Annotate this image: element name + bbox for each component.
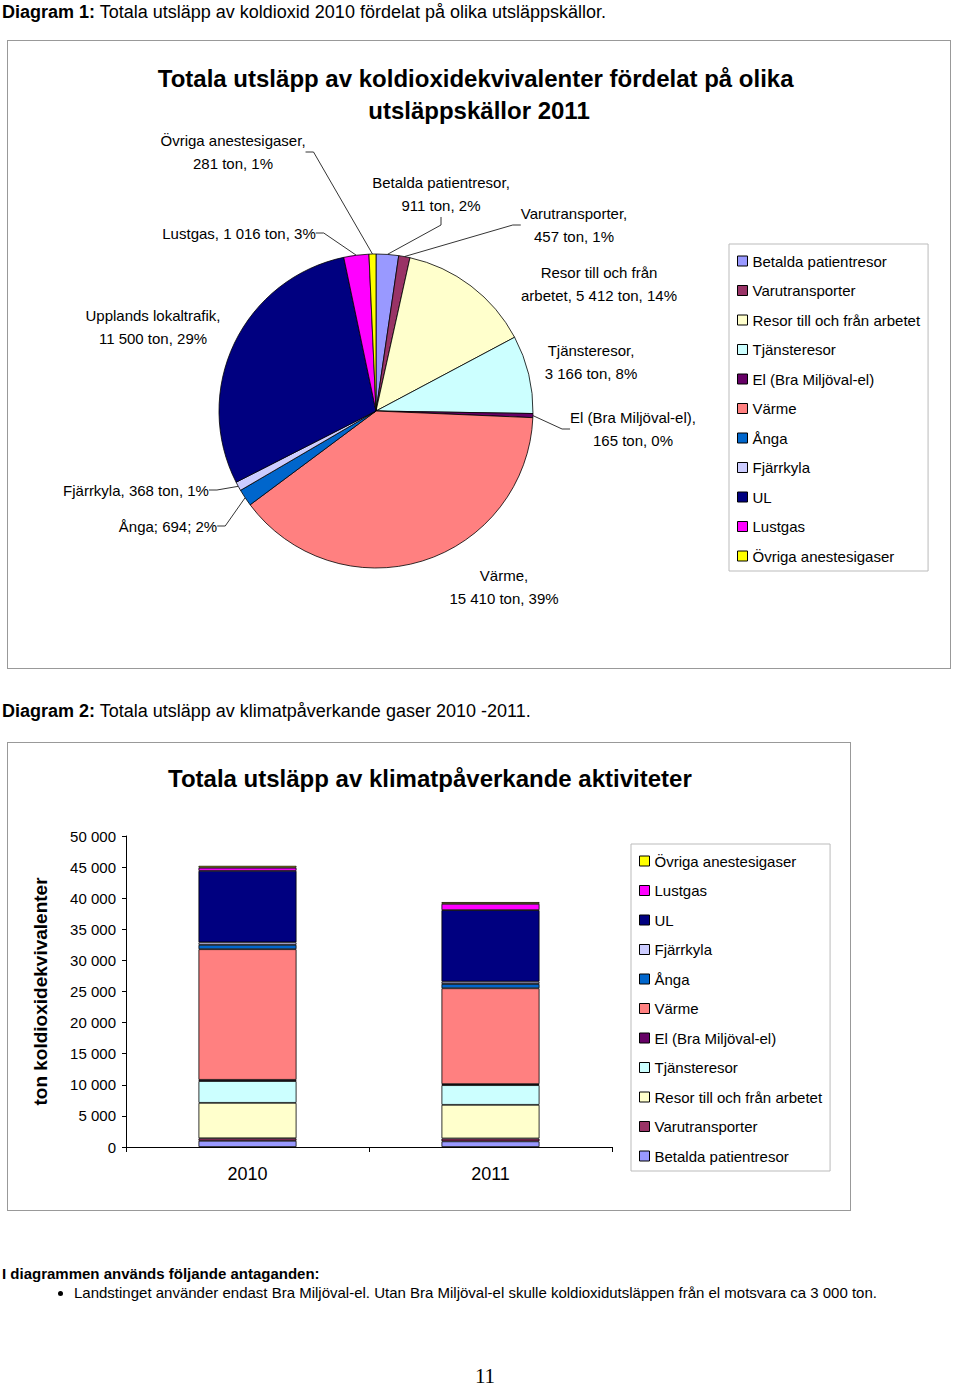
svg-text:911 ton, 2%: 911 ton, 2%	[402, 197, 481, 214]
svg-text:Resor till och från arbetet: Resor till och från arbetet	[753, 312, 921, 329]
svg-text:El (Bra Miljöval-el): El (Bra Miljöval-el)	[753, 371, 875, 388]
html-text:Diagram 2: Totala utsläpp av k: Diagram 2: Totala utsläpp av klimatpåver…	[2, 701, 531, 721]
svg-text:Varutransporter: Varutransporter	[753, 282, 856, 299]
svg-text:Resor till och från arbetet: Resor till och från arbetet	[655, 1089, 823, 1106]
svg-text:Tjänsteresor: Tjänsteresor	[655, 1059, 738, 1076]
svg-text:Tjänsteresor,: Tjänsteresor,	[548, 342, 635, 359]
svg-text:Värme: Värme	[753, 400, 797, 417]
svg-text:50 000: 50 000	[70, 828, 116, 845]
svg-text:Betalda patientresor: Betalda patientresor	[655, 1148, 789, 1165]
svg-text:25 000: 25 000	[70, 983, 116, 1000]
svg-text:Övriga anestesigaser: Övriga anestesigaser	[753, 548, 895, 565]
svg-text:Värme: Värme	[655, 1000, 699, 1017]
svg-text:Lustgas: Lustgas	[753, 518, 806, 535]
html-text:I diagrammen används följande: I diagrammen används följande antaganden…	[2, 1265, 320, 1282]
svg-text:Ånga: Ånga	[655, 971, 691, 988]
svg-text:Tjänsteresor: Tjänsteresor	[753, 341, 836, 358]
html-text:11: 11	[474, 1364, 496, 1388]
html-text:Landstinget använder endast Br: Landstinget använder endast Bra Miljöval…	[74, 1284, 877, 1301]
svg-text:Övriga anestesigaser: Övriga anestesigaser	[655, 853, 797, 870]
svg-text:Resor till och från: Resor till och från	[541, 264, 658, 281]
svg-text:Lustgas: Lustgas	[655, 882, 708, 899]
svg-text:3 166 ton, 8%: 3 166 ton, 8%	[545, 365, 638, 382]
svg-text:arbetet, 5 412 ton, 14%: arbetet, 5 412 ton, 14%	[521, 287, 677, 304]
svg-text:Totala utsläpp av klimatpåverk: Totala utsläpp av klimatpåverkande aktiv…	[168, 765, 692, 792]
svg-text:Ånga; 694; 2%: Ånga; 694; 2%	[119, 518, 217, 535]
svg-text:30 000: 30 000	[70, 952, 116, 969]
svg-text:20 000: 20 000	[70, 1014, 116, 1031]
svg-text:Övriga anestesigaser,: Övriga anestesigaser,	[160, 132, 305, 149]
svg-text:2011: 2011	[471, 1164, 510, 1184]
svg-text:UL: UL	[655, 912, 674, 929]
svg-text:35 000: 35 000	[70, 921, 116, 938]
svg-text:Värme,: Värme,	[480, 567, 528, 584]
svg-text:45 000: 45 000	[70, 859, 116, 876]
svg-text:Ånga: Ånga	[753, 430, 789, 447]
svg-text:Betalda patientresor: Betalda patientresor	[753, 253, 887, 270]
html-text:Diagram 1: Totala utsläpp av k: Diagram 1: Totala utsläpp av koldioxid 2…	[2, 2, 606, 22]
svg-text:Fjärrkyla, 368 ton, 1%: Fjärrkyla, 368 ton, 1%	[63, 482, 209, 499]
svg-text:El (Bra Miljöval-el): El (Bra Miljöval-el)	[655, 1030, 777, 1047]
svg-text:Betalda patientresor,: Betalda patientresor,	[372, 174, 510, 191]
svg-text:Upplands lokaltrafik,: Upplands lokaltrafik,	[85, 307, 220, 324]
svg-text:Varutransporter,: Varutransporter,	[521, 205, 627, 222]
svg-text:40 000: 40 000	[70, 890, 116, 907]
svg-text:Varutransporter: Varutransporter	[655, 1118, 758, 1135]
svg-text:15 000: 15 000	[70, 1045, 116, 1062]
svg-text:11 500 ton, 29%: 11 500 ton, 29%	[99, 330, 207, 347]
svg-text:ton koldioxidekvivalenter: ton koldioxidekvivalenter	[30, 877, 51, 1106]
svg-text:UL: UL	[753, 489, 772, 506]
svg-text:281 ton, 1%: 281 ton, 1%	[193, 155, 273, 172]
svg-text:Fjärrkyla: Fjärrkyla	[753, 459, 811, 476]
svg-text:Lustgas, 1 016 ton, 3%: Lustgas, 1 016 ton, 3%	[162, 225, 315, 242]
svg-text:El (Bra Miljöval-el),: El (Bra Miljöval-el),	[570, 409, 696, 426]
svg-text:Totala utsläpp av koldioxidekv: Totala utsläpp av koldioxidekvivalenter …	[158, 65, 800, 92]
svg-text:5 000: 5 000	[78, 1107, 116, 1124]
svg-text:utsläppskällor 2011: utsläppskällor 2011	[368, 97, 589, 124]
svg-text:165 ton, 0%: 165 ton, 0%	[593, 432, 673, 449]
svg-text:2010: 2010	[227, 1164, 267, 1184]
svg-text:15 410 ton, 39%: 15 410 ton, 39%	[449, 590, 558, 607]
svg-text:10 000: 10 000	[70, 1076, 116, 1093]
svg-text:0: 0	[108, 1139, 116, 1156]
svg-text:457 ton, 1%: 457 ton, 1%	[534, 228, 614, 245]
svg-text:Fjärrkyla: Fjärrkyla	[655, 941, 713, 958]
